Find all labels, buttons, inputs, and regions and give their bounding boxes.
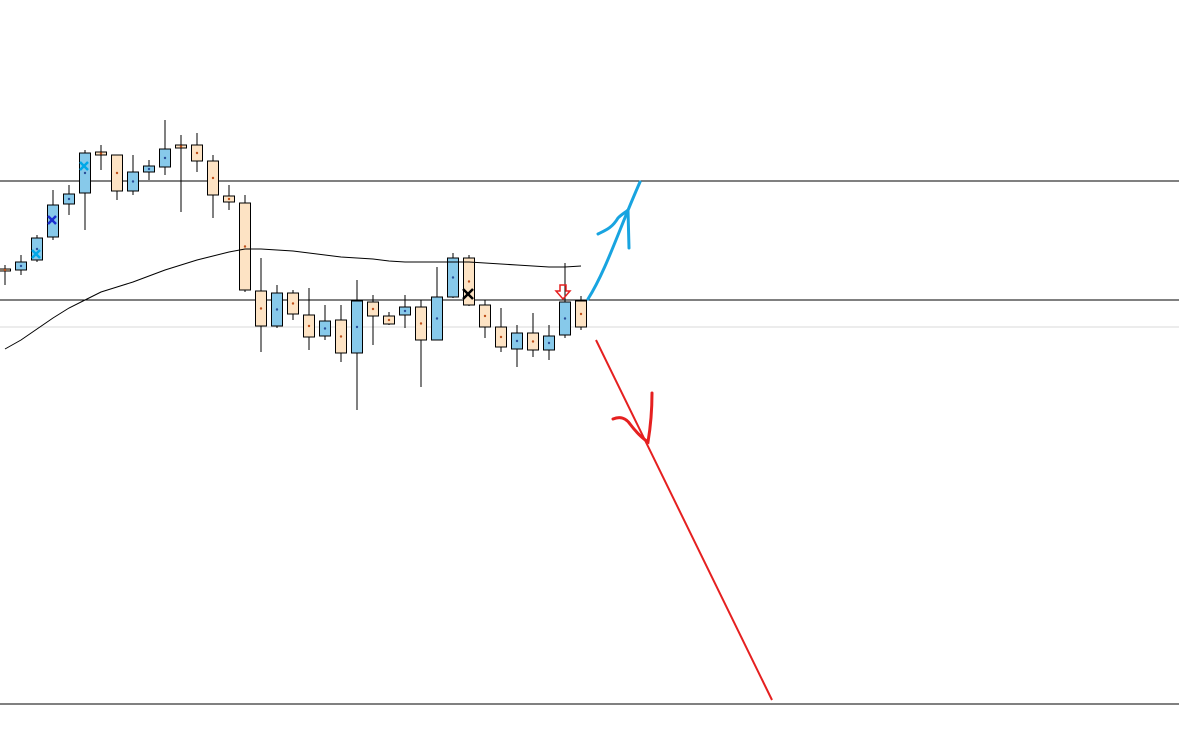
candle-dot <box>259 307 263 310</box>
levels <box>0 180 1179 705</box>
annotations <box>31 161 773 701</box>
candles <box>0 120 587 410</box>
drawn-up-arrow <box>586 180 642 301</box>
candle-dot <box>19 264 23 268</box>
candle-dot <box>307 324 311 328</box>
marker-x <box>47 215 57 225</box>
candle-dot <box>115 171 119 175</box>
candle-dot <box>387 318 391 322</box>
moving-average <box>4 248 582 350</box>
candle-dot <box>419 322 423 325</box>
candle-dot <box>435 317 439 320</box>
candle-dot <box>403 309 407 313</box>
candle-dot <box>483 314 487 318</box>
candle-dot <box>339 335 343 338</box>
marker-x <box>79 161 89 171</box>
candle-dot <box>243 245 247 248</box>
candle-dot <box>275 308 279 311</box>
candle-dot <box>371 307 375 311</box>
candle-dot <box>291 302 295 305</box>
candle-dot <box>163 156 167 160</box>
marker-x <box>462 288 474 300</box>
drawn-down-arrow-head <box>611 391 654 445</box>
candle-dot <box>99 152 103 155</box>
candle-dot <box>147 167 151 171</box>
candle-dot <box>323 327 327 330</box>
candle-dot <box>179 145 183 148</box>
candle-dot <box>579 312 583 316</box>
marker-x <box>31 249 41 259</box>
candle-dot <box>451 276 455 279</box>
candle-dot <box>131 180 135 183</box>
candle-dot <box>467 280 471 283</box>
candle-dot <box>563 317 567 320</box>
candle-dot <box>35 247 39 251</box>
candle-dot <box>547 341 551 345</box>
drawn-up-arrow-head <box>596 206 631 250</box>
candle-dot <box>83 171 87 175</box>
candle-dot <box>355 325 359 329</box>
drawn-down-line <box>595 339 773 701</box>
candle-dot <box>515 339 519 343</box>
candle-dot <box>67 197 71 201</box>
candle-dot <box>531 340 535 343</box>
candle-dot <box>227 197 231 201</box>
signal-arrow <box>554 284 572 301</box>
candle-dot <box>3 268 7 272</box>
candle-dot <box>211 176 215 180</box>
candle-dot <box>499 335 503 339</box>
candle-dot <box>195 151 199 155</box>
